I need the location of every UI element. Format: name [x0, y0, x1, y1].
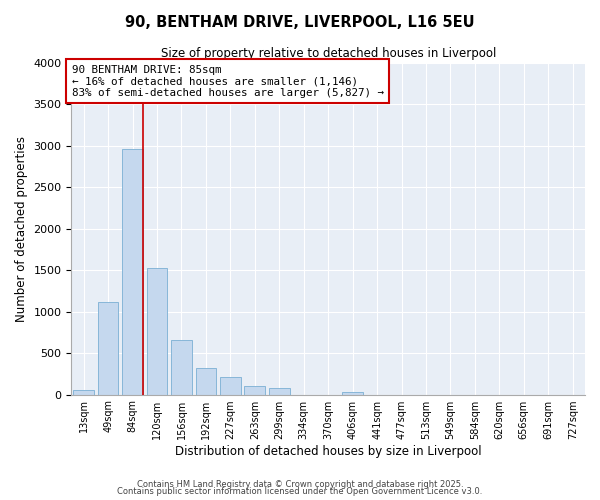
Bar: [269, 388, 290, 394]
Bar: [122, 150, 143, 394]
Bar: [171, 340, 192, 394]
Title: Size of property relative to detached houses in Liverpool: Size of property relative to detached ho…: [161, 48, 496, 60]
Text: 90 BENTHAM DRIVE: 85sqm
← 16% of detached houses are smaller (1,146)
83% of semi: 90 BENTHAM DRIVE: 85sqm ← 16% of detache…: [72, 64, 384, 98]
Text: Contains public sector information licensed under the Open Government Licence v3: Contains public sector information licen…: [118, 488, 482, 496]
Text: 90, BENTHAM DRIVE, LIVERPOOL, L16 5EU: 90, BENTHAM DRIVE, LIVERPOOL, L16 5EU: [125, 15, 475, 30]
Bar: [98, 302, 118, 394]
Bar: [220, 377, 241, 394]
Bar: [196, 368, 217, 394]
Bar: [73, 390, 94, 394]
X-axis label: Distribution of detached houses by size in Liverpool: Distribution of detached houses by size …: [175, 444, 482, 458]
Text: Contains HM Land Registry data © Crown copyright and database right 2025.: Contains HM Land Registry data © Crown c…: [137, 480, 463, 489]
Bar: [146, 268, 167, 394]
Bar: [342, 392, 363, 394]
Y-axis label: Number of detached properties: Number of detached properties: [15, 136, 28, 322]
Bar: [244, 386, 265, 394]
